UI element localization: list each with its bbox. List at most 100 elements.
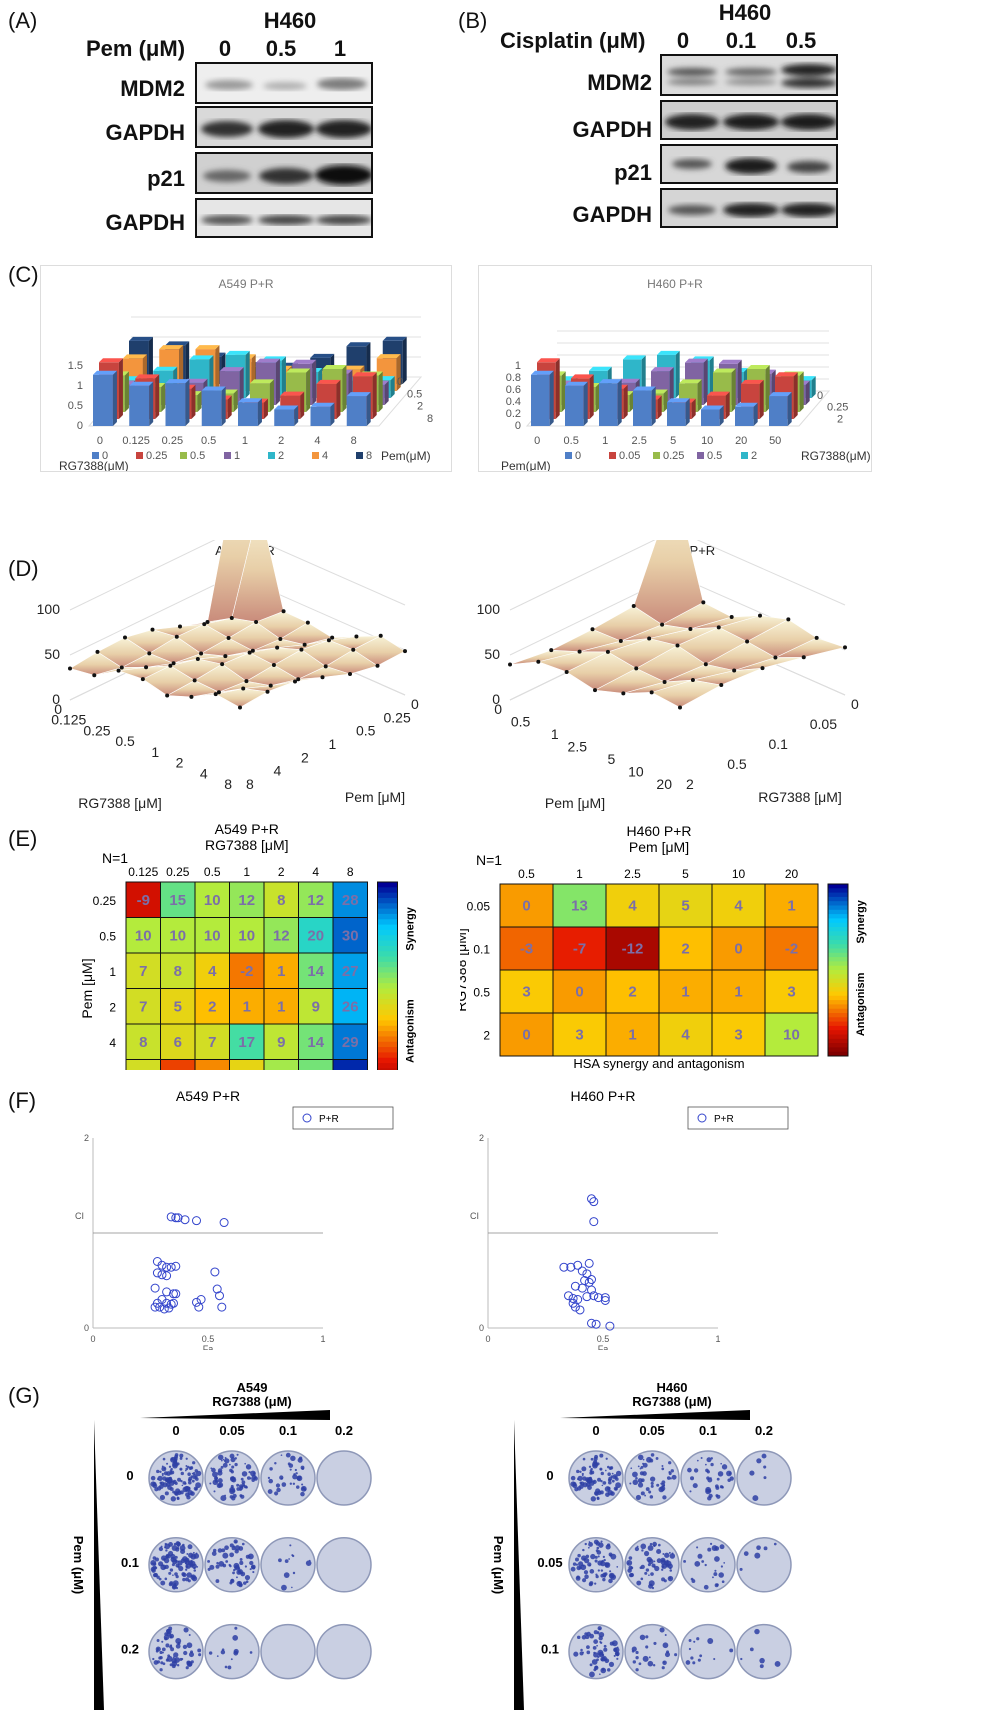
surf-right-y-tick: 0.05 [810, 716, 837, 732]
bar3d-left-x-tick: 0.5 [201, 435, 216, 447]
bar3d-right-legend-label: 0.25 [663, 450, 684, 462]
hm-right-cell-value: 1 [681, 984, 689, 1001]
bar3d-right-bar-side [703, 358, 708, 405]
col-right-colony-dot [666, 1650, 670, 1654]
col-right-colony-dot [670, 1469, 674, 1473]
hm-left-colorbar-segment [377, 961, 398, 968]
col-left-colony-dot [187, 1480, 192, 1485]
bar3d-left-bar-side [215, 345, 220, 391]
col-left-colony-dot [249, 1560, 254, 1566]
sc-left-point [219, 1218, 229, 1228]
surf-right-point [758, 613, 762, 618]
col-left-colony-dot [215, 1564, 220, 1569]
bar3d-right-bar-side [787, 392, 792, 426]
col-right-colony-dot [763, 1465, 767, 1469]
col-left-colony-dot [224, 1545, 229, 1551]
col-right-colony-dot [635, 1494, 642, 1501]
col-right-colony-dot [601, 1668, 605, 1671]
col-left-colony-dot [161, 1472, 164, 1476]
col-right-colony-dot [582, 1476, 587, 1481]
bar3d-right-legend-label: 0 [575, 450, 581, 462]
surf-left-y-tick: 8 [246, 776, 254, 792]
surf-right-point [729, 614, 734, 619]
sc-left-legend-marker [302, 1113, 312, 1123]
sc-right-y-tick: 2 [479, 1133, 484, 1143]
col-left-colony-dot [172, 1656, 175, 1659]
col-right-colony-dot [761, 1453, 767, 1459]
col-left-colony-dot [233, 1568, 236, 1572]
bar3d-left-x-tick: 1 [242, 435, 248, 447]
col-right-colony-dot [632, 1479, 639, 1486]
bar3d-left-y-tick: 0.5 [68, 400, 83, 412]
hm-left-colorbar-segment [377, 924, 398, 931]
bar3d-right-bar [599, 383, 618, 426]
col-left-dish [260, 1623, 316, 1680]
col-left-colony-dot [161, 1647, 166, 1652]
col-left-colony-dot [150, 1475, 156, 1481]
col-right-colony-dot [664, 1560, 669, 1566]
hm-right-cell-value: 3 [522, 984, 530, 1001]
col-left-colony-dot [150, 1559, 157, 1566]
col-left-colony-dot [234, 1626, 238, 1630]
col-left-dish [316, 1450, 372, 1506]
hm-left-cell [332, 988, 368, 1025]
wb-a-band-label-mdm2: MDM2 [120, 76, 185, 101]
surf-right-z-tick: 0 [492, 691, 500, 707]
bar3d-left-legend-swatch [136, 452, 143, 459]
col-right-colony-dot [668, 1551, 671, 1554]
col-left-colony-dot [158, 1546, 163, 1552]
sc-right-x-axis-label: Fa [598, 1344, 609, 1350]
bar3d-left-bar-top [376, 354, 401, 359]
col-left-colony-dot [197, 1648, 202, 1653]
surf-right-x-tick: 0.5 [511, 714, 531, 730]
sc-right-point [570, 1281, 580, 1291]
bar3d-left-bar-side [336, 379, 341, 419]
col-right-colony-dot [756, 1545, 761, 1551]
hm-left-cell [332, 952, 368, 989]
bar3d-left-bar [238, 402, 258, 426]
col-right-colony-dot [691, 1579, 696, 1583]
sc-left-point [171, 1213, 181, 1223]
col-left-colony-dot [224, 1458, 230, 1464]
col-left-colony-dot [267, 1489, 273, 1494]
hm-left-cell [298, 1023, 334, 1060]
col-right-colony-dot [598, 1635, 603, 1641]
col-left-colony-dot [225, 1560, 229, 1563]
col-right-colony-dot [662, 1642, 669, 1649]
bar3d-left-bar-top [129, 336, 153, 341]
col-right-colony-dot [636, 1580, 642, 1586]
col-right-dish [624, 1623, 680, 1680]
bar3d-right-bar-side [651, 386, 656, 426]
col-right-colony-dot [659, 1627, 665, 1633]
col-left-colony-dot [232, 1545, 236, 1548]
col-left-colony-dot [183, 1627, 189, 1633]
surf-left-point [229, 616, 234, 621]
surf-right-point [590, 627, 595, 632]
hm-left-cell [125, 1059, 161, 1070]
bar3d-left-bar-top [274, 405, 299, 410]
col-right-colony-dot [583, 1570, 589, 1575]
surf-right-wall-grid [509, 540, 846, 611]
col-left-colony-dot [151, 1568, 156, 1573]
surf-left-point [281, 609, 286, 614]
col-left-colony-dot [291, 1586, 293, 1589]
col-right-colony-dot [640, 1465, 644, 1469]
sc-right-point [559, 1262, 569, 1272]
hm-right-colorbar-segment [828, 905, 848, 911]
col-right-colony-dot [588, 1542, 593, 1547]
col-left-colony-dot [152, 1657, 155, 1661]
surf-left-point [223, 654, 228, 659]
col-left-colony-dot [303, 1488, 307, 1491]
col-right-colony-dot [597, 1555, 600, 1558]
col-right-colony-dot [581, 1635, 587, 1640]
hm-right-x-axis-label: Pem [μM] [629, 839, 689, 855]
col-left-colony-dot [268, 1478, 274, 1484]
col-right-colony-dot [603, 1647, 608, 1652]
col-left-colony-dot [185, 1464, 188, 1467]
sc-right-point [577, 1266, 587, 1276]
bar3d-left-bar-side [257, 398, 262, 426]
bar3d-right-bar-side [799, 371, 804, 412]
col-left-colony-dot [212, 1471, 218, 1478]
wb-b-dose-2: 0.5 [785, 28, 817, 53]
